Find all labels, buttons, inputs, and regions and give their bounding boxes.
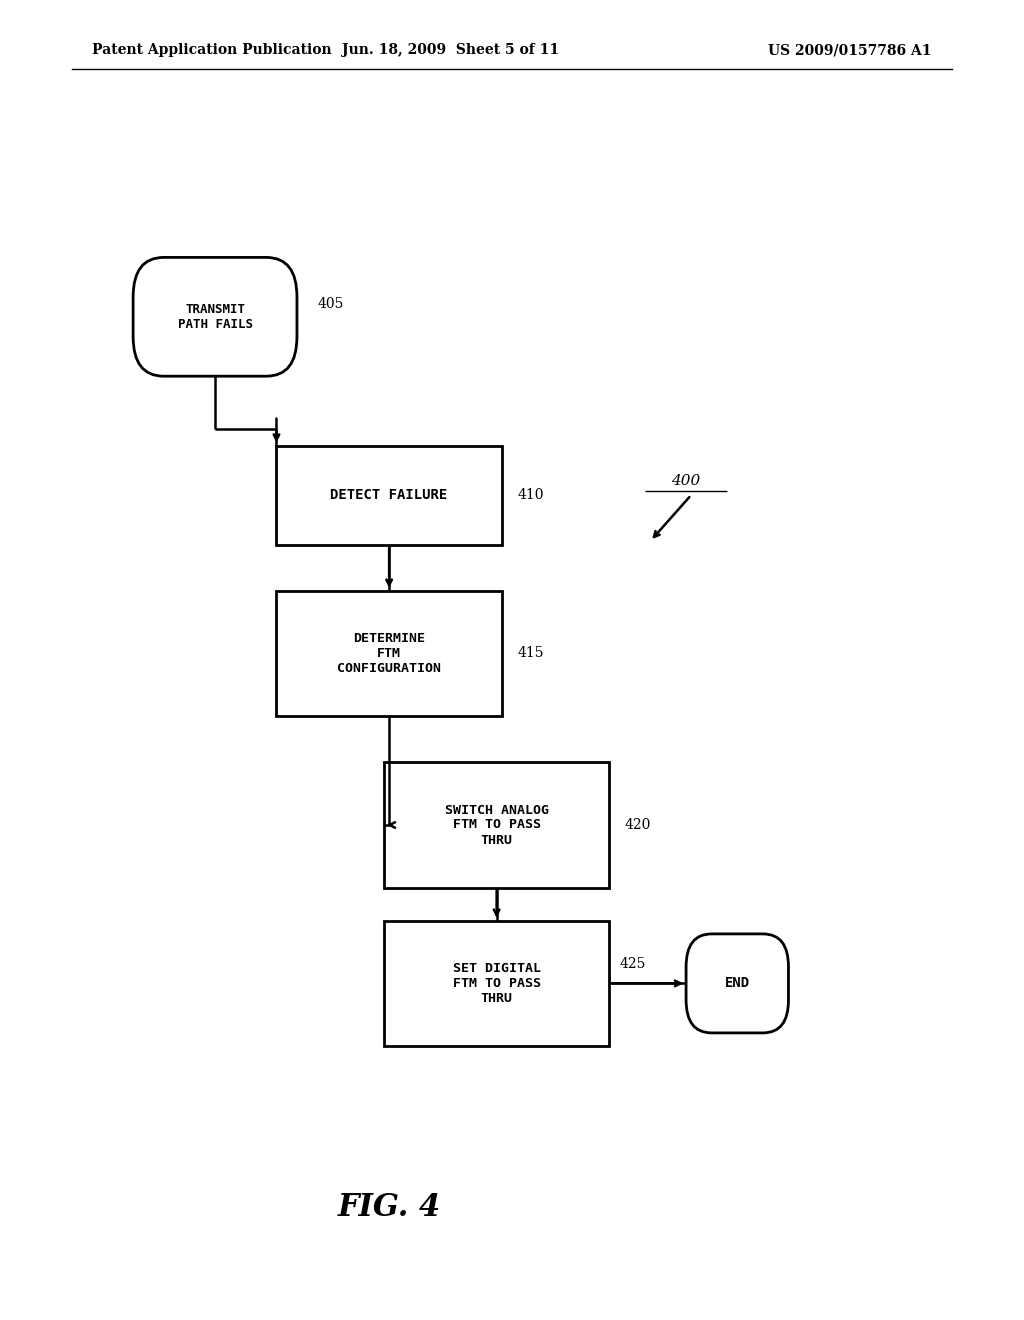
FancyBboxPatch shape — [276, 591, 502, 715]
FancyBboxPatch shape — [384, 921, 609, 1045]
Text: 420: 420 — [625, 818, 651, 832]
Text: Patent Application Publication: Patent Application Publication — [92, 44, 332, 57]
Text: 425: 425 — [620, 957, 646, 970]
Text: Jun. 18, 2009  Sheet 5 of 11: Jun. 18, 2009 Sheet 5 of 11 — [342, 44, 559, 57]
FancyBboxPatch shape — [686, 935, 788, 1032]
Text: SET DIGITAL
FTM TO PASS
THRU: SET DIGITAL FTM TO PASS THRU — [453, 962, 541, 1005]
Text: FIG. 4: FIG. 4 — [338, 1192, 440, 1224]
Text: 400: 400 — [672, 474, 700, 488]
Text: DETECT FAILURE: DETECT FAILURE — [331, 488, 447, 502]
FancyBboxPatch shape — [384, 763, 609, 887]
Text: SWITCH ANALOG
FTM TO PASS
THRU: SWITCH ANALOG FTM TO PASS THRU — [444, 804, 549, 846]
FancyBboxPatch shape — [133, 257, 297, 376]
Text: END: END — [725, 977, 750, 990]
Text: TRANSMIT
PATH FAILS: TRANSMIT PATH FAILS — [177, 302, 253, 331]
Text: 415: 415 — [517, 647, 544, 660]
FancyBboxPatch shape — [276, 446, 502, 544]
Text: DETERMINE
FTM
CONFIGURATION: DETERMINE FTM CONFIGURATION — [337, 632, 441, 675]
Text: 410: 410 — [517, 488, 544, 502]
Text: 405: 405 — [317, 297, 344, 310]
Text: US 2009/0157786 A1: US 2009/0157786 A1 — [768, 44, 932, 57]
